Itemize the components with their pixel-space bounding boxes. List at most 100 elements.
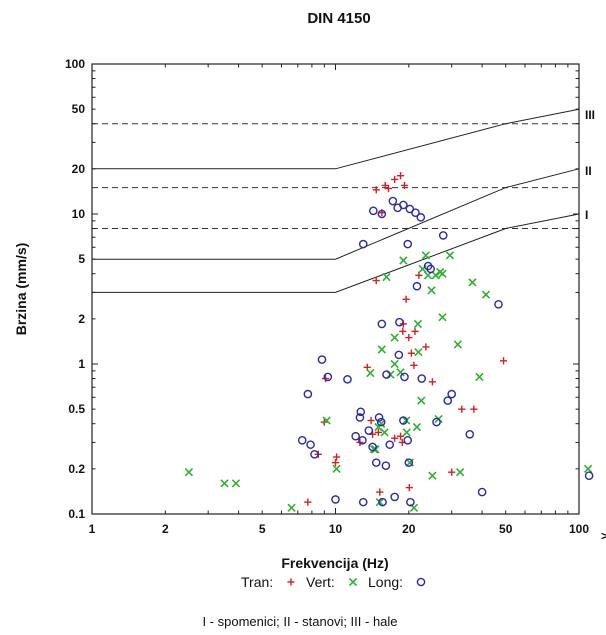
point-tran [422, 343, 430, 351]
y-tick-label: 0.1 [68, 507, 85, 521]
point-vert [414, 347, 423, 357]
legend: Tran: Vert: Long: [241, 574, 426, 590]
limit-curve-iii [92, 108, 580, 170]
point-tran [399, 327, 407, 335]
point-long [377, 319, 387, 329]
point-long [403, 239, 413, 249]
point-long [423, 261, 433, 271]
y-tick-label: 0.2 [68, 462, 85, 476]
point-tran [331, 459, 340, 467]
point-long [364, 426, 374, 435]
point-tran [400, 181, 409, 190]
point-long [388, 196, 398, 206]
point-long [369, 206, 378, 216]
point-long [374, 413, 384, 422]
point-vert [431, 271, 440, 280]
point-vert [453, 340, 463, 349]
point-tran [458, 405, 466, 413]
point-vert [427, 286, 436, 295]
point-vert [438, 269, 447, 278]
y-tick-label: 20 [72, 162, 86, 176]
legend-plus-icon [287, 578, 295, 586]
x-overflow-marker: > [601, 529, 606, 543]
point-long [465, 429, 475, 439]
point-vert [468, 278, 477, 287]
point-long [399, 200, 408, 210]
point-long [432, 417, 441, 427]
point-vert [287, 503, 296, 512]
point-long [303, 389, 313, 399]
point-tran [304, 498, 312, 506]
point-vert [390, 333, 399, 342]
legend-marker-long [416, 577, 426, 587]
x-tick-label: 2 [162, 522, 169, 536]
point-long [343, 375, 352, 384]
data-points [184, 172, 594, 512]
point-tran [372, 276, 380, 285]
point-vert [417, 396, 426, 405]
zone-label-ii: II [585, 164, 592, 178]
y-tick-label: 100 [65, 57, 85, 71]
legend-circle-icon [416, 577, 426, 587]
point-long [416, 213, 426, 222]
point-long [351, 431, 360, 441]
point-long [395, 317, 404, 327]
point-tran [405, 483, 413, 492]
point-tran [321, 374, 330, 383]
point-tran [405, 333, 413, 342]
point-long [404, 458, 414, 467]
point-vert [377, 345, 387, 354]
point-long [412, 281, 422, 291]
point-long [323, 372, 333, 382]
point-vert [366, 368, 375, 378]
point-long [400, 372, 409, 382]
x-tick-label: 5 [259, 522, 266, 536]
y-tick-label: 10 [72, 207, 86, 221]
legend-label-long: Long: [368, 574, 403, 590]
x-axis-label: Frekvencija (Hz) [281, 555, 388, 571]
point-tran [428, 378, 436, 386]
y-axis-label: Brzina (mm/s) [13, 243, 29, 336]
legend-x-icon [348, 577, 358, 587]
point-long [584, 471, 594, 481]
point-long [317, 355, 327, 364]
x-tick-label: 50 [499, 522, 513, 536]
dashed-levels [92, 123, 579, 230]
x-tick-label: 1 [89, 522, 96, 536]
point-long [406, 497, 415, 507]
point-tran [410, 361, 418, 369]
point-vert [412, 422, 422, 432]
point-long [368, 442, 377, 452]
point-long [358, 239, 368, 249]
point-long [403, 435, 413, 445]
limit-curves [92, 108, 580, 293]
point-tran [332, 453, 341, 461]
point-vert [380, 428, 389, 437]
y-tick-label: 2 [78, 312, 85, 326]
point-vert [428, 471, 437, 480]
chart-title: DIN 4150 [307, 10, 370, 27]
point-tran [415, 271, 423, 279]
point-vert [583, 464, 593, 474]
point-tran [367, 416, 375, 425]
point-long [358, 497, 368, 507]
point-vert [402, 428, 411, 437]
legend-marker-tran [287, 578, 295, 586]
point-long [417, 374, 427, 383]
y-tick-label: 1 [78, 357, 85, 371]
point-vert [401, 416, 411, 425]
point-tran [396, 172, 405, 180]
point-long [356, 407, 366, 417]
point-vert [413, 319, 423, 329]
point-tran [384, 184, 393, 193]
point-long [394, 350, 404, 360]
point-long [411, 208, 420, 218]
limit-curve-i [92, 213, 580, 293]
point-vert [184, 468, 194, 477]
point-vert [421, 251, 431, 260]
plot-frame [91, 63, 580, 515]
y-tick-label: 50 [72, 102, 86, 116]
axis-ticks: 1 2 5 10 20 50 100 0.1 0.2 0.5 1 2 5 10 20 50 100 [65, 57, 589, 536]
point-long [377, 209, 387, 219]
limit-curve-ii [92, 168, 580, 260]
